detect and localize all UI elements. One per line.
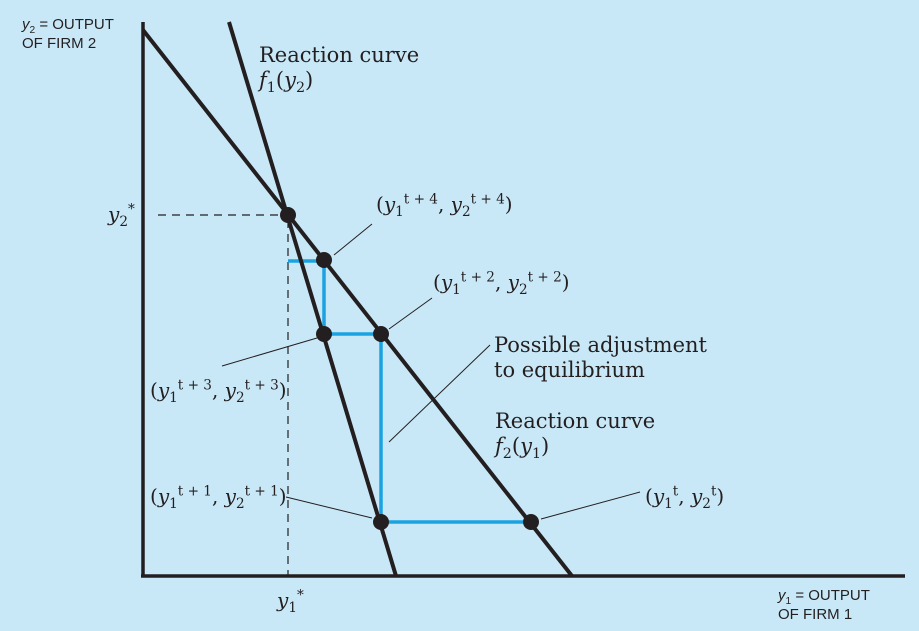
point-t-label: (y1t, y2t) [645,483,725,512]
reaction-curve-f1 [227,21,398,577]
x-axis-label: y1 = OUTPUT OF FIRM 1 [778,587,870,623]
leader-pt1 [285,496,373,519]
leader-pt0 [540,491,641,520]
point-t [523,514,539,530]
reaction-curve-f2 [141,28,574,578]
y1-star-label: y1* [277,587,304,616]
point-t3-label: (y1t + 3, y2t + 3) [150,377,287,406]
leader-pt3 [221,337,318,367]
y2-star-label: y2* [108,201,135,230]
equilibrium-point [280,207,296,223]
point-t1-label: (y1t + 1, y2t + 1) [150,483,287,512]
point-t4 [316,252,332,268]
y-axis-label: y2 = OUTPUT OF FIRM 2 [22,16,114,52]
reaction-curve-f1-label: Reaction curve f1(y2) [259,43,420,97]
leader-pt4 [333,223,373,256]
point-t2 [373,326,389,342]
leader-pt2 [388,297,433,330]
point-t3 [316,326,332,342]
point-t4-label: (y1t + 4, y2t + 4) [376,191,513,220]
point-t2-label: (y1t + 2, y2t + 2) [433,269,570,298]
point-t1 [373,514,389,530]
leader-annotation [388,344,491,443]
reaction-curve-f2-label: Reaction curve f2(y1) [495,409,656,463]
adjustment-path [288,259,531,524]
adjustment-annotation: Possible adjustment to equilibrium [494,333,707,382]
